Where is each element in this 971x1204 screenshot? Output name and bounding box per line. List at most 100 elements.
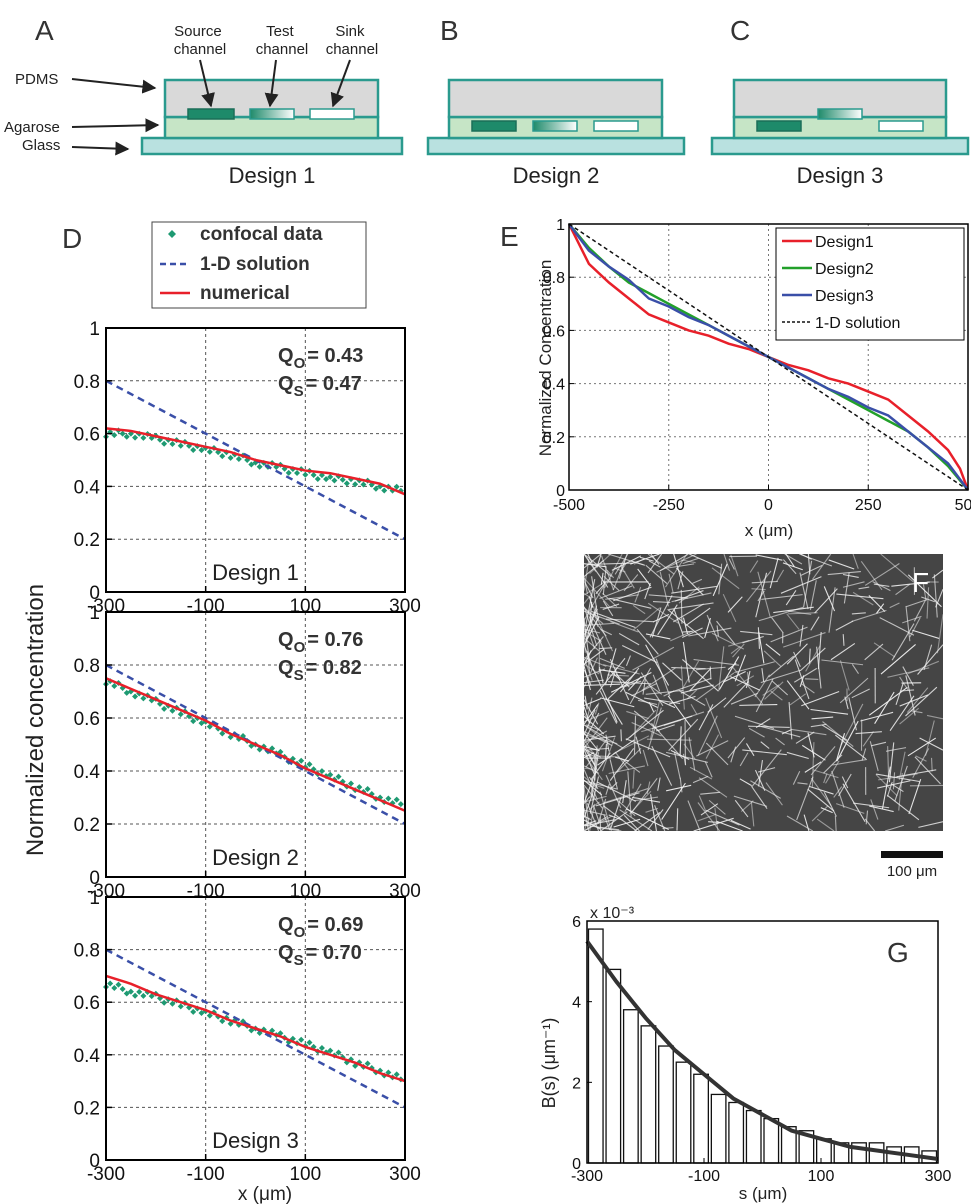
confocal-data-point	[318, 768, 325, 775]
fiber	[618, 632, 640, 646]
fiber	[603, 814, 611, 831]
fiber	[898, 751, 906, 780]
plot-area	[587, 921, 938, 1163]
fiber	[583, 650, 592, 666]
y-tick-label: 0.2	[74, 815, 100, 836]
q-value: = 0.47	[306, 373, 362, 395]
fiber	[675, 567, 704, 596]
confocal-data-point	[314, 476, 321, 483]
fiber	[583, 553, 602, 569]
fiber	[828, 587, 836, 633]
fiber	[831, 770, 845, 808]
channel-label-sink-line2: channel	[326, 41, 379, 58]
fiber	[769, 557, 779, 589]
x-tick-label: -300	[87, 1164, 125, 1185]
fiber	[716, 620, 736, 645]
histogram-bar	[675, 1061, 692, 1164]
fiber	[632, 607, 661, 631]
fiber	[648, 594, 689, 599]
fiber	[785, 553, 795, 568]
confocal-data-point	[177, 711, 184, 718]
fiber	[880, 644, 916, 675]
legend-d: confocal data 1-D solution numerical	[151, 221, 367, 309]
fiber	[625, 691, 658, 708]
y-tick-label: 2	[572, 1075, 581, 1092]
fiber	[852, 591, 874, 606]
fiber	[828, 559, 855, 570]
fiber	[785, 590, 797, 606]
fiber	[625, 655, 631, 667]
fiber	[626, 710, 649, 720]
fiber	[728, 558, 735, 570]
confocal-data-point	[235, 455, 242, 462]
q-subscript: O	[294, 924, 306, 941]
arrow-source	[199, 59, 215, 108]
fiber	[704, 761, 713, 778]
fiber	[862, 731, 874, 747]
fiber	[891, 581, 930, 587]
confocal-data-point	[206, 1012, 213, 1019]
fiber	[655, 724, 675, 732]
legend-d-markers-label: confocal data	[200, 224, 323, 245]
fiber	[723, 553, 731, 571]
fiber	[807, 732, 815, 758]
fiber	[698, 777, 728, 798]
fiber	[770, 690, 783, 701]
fiber	[583, 769, 598, 800]
fiber	[599, 647, 613, 650]
confocal-data-point	[136, 988, 143, 995]
fiber	[667, 563, 695, 569]
fiber	[625, 709, 664, 741]
fiber	[688, 737, 696, 771]
fiber	[754, 769, 766, 791]
confocal-data-point	[190, 718, 197, 725]
fiber	[905, 605, 911, 642]
channel-label-sink-line1: Sink	[335, 23, 365, 40]
plot-design-3: 0 0.2 0.4 0.6 0.8 1 -300 -100 100 300 Design 3 QO = …	[74, 888, 421, 1185]
fiber	[809, 785, 834, 795]
fiber	[807, 553, 811, 575]
fiber	[757, 571, 771, 618]
fiber	[786, 613, 800, 630]
y-tick-label: 1	[89, 319, 100, 340]
source-channel	[471, 120, 517, 132]
fiber	[671, 585, 718, 594]
fiber	[742, 749, 787, 756]
fiber	[697, 814, 716, 822]
confocal-data-point	[107, 980, 114, 987]
y-tick-label: 0.4	[74, 1046, 101, 1067]
confocal-data-point	[302, 471, 309, 478]
fiber	[583, 606, 607, 637]
fiber	[600, 572, 604, 585]
y-tick-label: 6	[572, 914, 581, 931]
confocal-data-point	[206, 723, 213, 730]
fiber	[634, 586, 642, 603]
legend-d-marker-symbol	[168, 230, 176, 238]
fiber	[781, 729, 792, 735]
q-value: = 0.69	[307, 914, 363, 936]
source-channel	[756, 120, 802, 132]
fiber	[693, 658, 740, 666]
fiber	[583, 739, 599, 762]
fiber	[708, 821, 720, 824]
fiber	[936, 614, 944, 654]
fiber	[682, 617, 689, 635]
fiber	[790, 728, 827, 736]
confocal-data-point	[227, 454, 234, 461]
fiber	[604, 743, 607, 760]
fiber	[773, 606, 814, 614]
fiber	[861, 748, 867, 761]
fiber	[697, 715, 718, 756]
fiber	[810, 723, 827, 728]
fiber	[754, 674, 771, 698]
fiber	[711, 567, 740, 590]
fiber	[645, 807, 659, 813]
x-tick-label: 0	[764, 497, 773, 514]
q-subscript: O	[294, 639, 306, 656]
plot-frame	[105, 611, 406, 878]
q-subscript: S	[294, 383, 304, 400]
fiber	[801, 744, 826, 761]
histogram-bar	[658, 1045, 674, 1164]
plot-design-caption: Design 3	[212, 1128, 299, 1153]
fiber	[734, 799, 749, 818]
